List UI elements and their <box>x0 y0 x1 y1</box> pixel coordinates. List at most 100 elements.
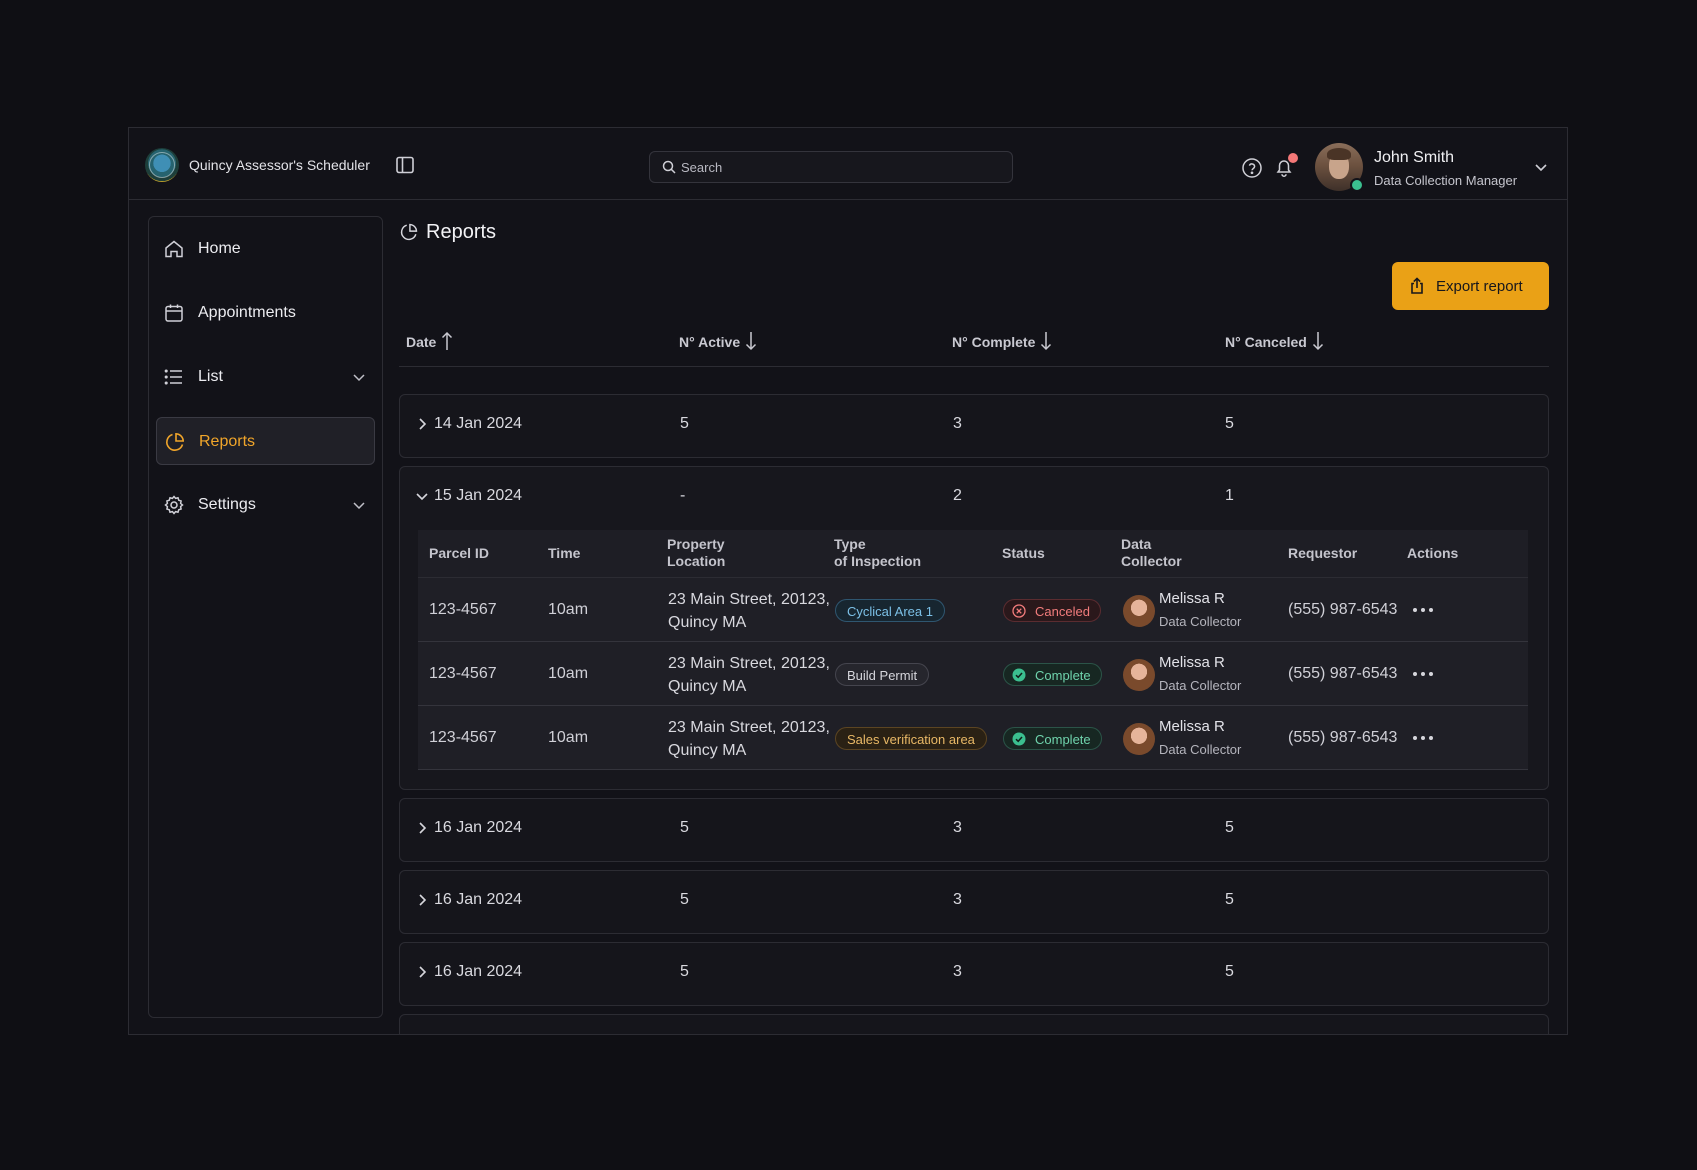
parcel-id: 123-4567 <box>429 665 497 682</box>
sidebar-item-appointments[interactable]: Appointments <box>156 289 375 337</box>
group-date: 15 Jan 2024 <box>434 487 523 504</box>
group-canceled-count: 5 <box>1225 415 1234 432</box>
more-horizontal-icon[interactable] <box>1411 666 1435 682</box>
report-group-row[interactable]: 14 Jan 2024 5 3 5 <box>399 394 1549 458</box>
report-group-row[interactable]: 16 Jan 2024 5 3 5 <box>399 870 1549 934</box>
table-row[interactable]: 123-4567 10am 23 Main Street, 20123, Quin… <box>418 578 1528 642</box>
export-report-label: Export report <box>1436 278 1523 295</box>
chevron-down-icon <box>353 502 365 510</box>
group-complete-count: 3 <box>953 819 962 836</box>
group-active-count: 5 <box>680 415 689 432</box>
user-avatar[interactable] <box>1315 143 1364 192</box>
appointment-time: 10am <box>548 665 589 682</box>
sidebar-item-list[interactable]: List <box>156 353 375 401</box>
status-badge: Complete <box>1003 663 1102 686</box>
check-circle-icon <box>1012 732 1026 746</box>
table-row[interactable]: 123-4567 10am 23 Main Street, 20123, Quin… <box>418 706 1528 770</box>
group-active-count: 5 <box>680 963 689 980</box>
calendar-icon <box>165 304 183 322</box>
report-group-row[interactable] <box>399 1014 1549 1034</box>
export-report-button[interactable]: Export report <box>1392 262 1549 310</box>
more-horizontal-icon[interactable] <box>1411 602 1435 618</box>
chevron-right-icon[interactable] <box>414 892 430 908</box>
sidebar-item-label: Appointments <box>198 304 296 321</box>
column-header-date[interactable]: Date <box>406 331 453 351</box>
group-canceled-count: 5 <box>1225 819 1234 836</box>
upload-icon <box>1411 277 1423 294</box>
group-complete-count: 3 <box>953 891 962 908</box>
sort-descending-icon <box>1312 332 1323 351</box>
column-header-active[interactable]: N° Active <box>679 331 757 351</box>
column-header-requestor: Requestor <box>1288 545 1358 561</box>
search-icon <box>662 160 676 174</box>
sort-descending-icon <box>746 332 757 351</box>
chevron-right-icon[interactable] <box>414 820 430 836</box>
collector-name: Melissa R <box>1159 718 1225 735</box>
sidebar-item-label: Home <box>198 240 241 257</box>
top-bar: Quincy Assessor's Scheduler John Smith D… <box>129 128 1567 200</box>
report-group-row[interactable]: 16 Jan 2024 5 3 5 <box>399 942 1549 1006</box>
group-date: 14 Jan 2024 <box>434 415 523 432</box>
group-date: 16 Jan 2024 <box>434 891 523 908</box>
sidebar-item-home[interactable]: Home <box>156 225 375 273</box>
parcel-id: 123-4567 <box>429 729 497 746</box>
app-title: Quincy Assessor's Scheduler <box>189 157 370 173</box>
column-header-complete[interactable]: N° Complete <box>952 331 1052 351</box>
property-location: 23 Main Street, 20123, Quincy MA <box>668 591 830 631</box>
group-complete-count: 2 <box>953 487 962 504</box>
appointment-time: 10am <box>548 729 589 746</box>
collector-role: Data Collector <box>1159 742 1242 757</box>
check-circle-icon <box>1012 668 1026 682</box>
group-complete-count: 3 <box>953 963 962 980</box>
inspection-type-tag: Cyclical Area 1 <box>835 599 945 622</box>
collector-avatar <box>1123 723 1155 755</box>
sidebar-toggle-icon[interactable] <box>395 155 415 175</box>
table-row[interactable]: 123-4567 10am 23 Main Street, 20123, Quin… <box>418 642 1528 706</box>
column-header-property-location: Property Location <box>667 536 726 569</box>
requestor-phone: (555) 987-6543 <box>1288 601 1398 618</box>
chevron-down-icon[interactable] <box>414 488 430 504</box>
status-badge: Complete <box>1003 727 1102 750</box>
collector-avatar <box>1123 659 1155 691</box>
column-header-time: Time <box>548 545 581 561</box>
sidebar-item-settings[interactable]: Settings <box>156 481 375 529</box>
collector-avatar <box>1123 595 1155 627</box>
bell-icon[interactable] <box>1273 156 1295 178</box>
search-input[interactable] <box>681 157 1001 177</box>
cancel-circle-icon <box>1012 604 1026 618</box>
app-window: Quincy Assessor's Scheduler John Smith D… <box>128 127 1568 1035</box>
notification-badge <box>1288 153 1298 163</box>
chevron-down-icon <box>353 374 365 382</box>
user-name: John Smith <box>1374 149 1455 166</box>
pie-chart-icon <box>166 432 185 451</box>
inspection-type-tag: Build Permit <box>835 663 930 686</box>
chevron-down-icon[interactable] <box>1532 158 1550 176</box>
requestor-phone: (555) 987-6543 <box>1288 665 1398 682</box>
group-active-count: - <box>680 487 686 504</box>
collector-name: Melissa R <box>1159 654 1225 671</box>
chevron-right-icon[interactable] <box>414 416 430 432</box>
collector-role: Data Collector <box>1159 678 1242 693</box>
gear-icon <box>164 495 184 515</box>
status-badge: Canceled <box>1003 599 1101 622</box>
report-group-row-expanded[interactable]: 15 Jan 2024 - 2 1 Parcel ID Time Propert… <box>399 466 1549 790</box>
report-group-row[interactable]: 16 Jan 2024 5 3 5 <box>399 798 1549 862</box>
list-icon <box>164 369 182 385</box>
home-icon <box>165 240 183 258</box>
help-icon[interactable] <box>1241 157 1263 179</box>
search-box[interactable] <box>649 151 1013 183</box>
sort-ascending-icon <box>442 331 453 350</box>
sidebar: Home Appointments List Reports Settings <box>148 216 383 1018</box>
column-header-parcel-id: Parcel ID <box>429 545 489 561</box>
property-location: 23 Main Street, 20123, Quincy MA <box>668 655 830 695</box>
page-title: Reports <box>426 221 497 243</box>
appointment-time: 10am <box>548 601 589 618</box>
chevron-right-icon[interactable] <box>414 964 430 980</box>
group-date: 16 Jan 2024 <box>434 819 523 836</box>
collector-name: Melissa R <box>1159 590 1225 607</box>
more-horizontal-icon[interactable] <box>1411 730 1435 746</box>
online-status-icon <box>1350 178 1364 192</box>
group-canceled-count: 5 <box>1225 963 1234 980</box>
sidebar-item-reports[interactable]: Reports <box>156 417 375 465</box>
column-header-canceled[interactable]: N° Canceled <box>1225 331 1324 351</box>
